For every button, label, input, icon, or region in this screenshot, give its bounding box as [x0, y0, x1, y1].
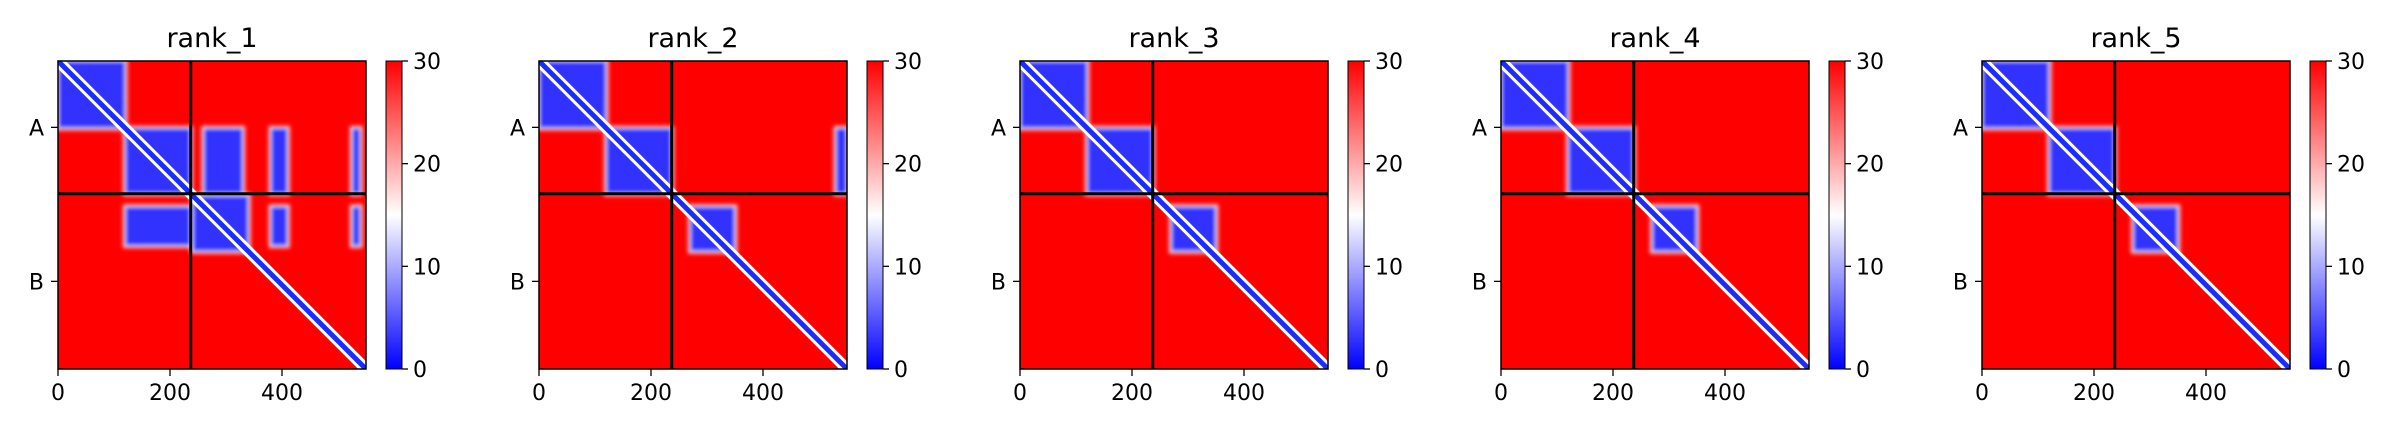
y-tick-label: B [29, 270, 44, 295]
x-tick-label: 0 [51, 381, 65, 406]
colorbar-tick-label: 30 [894, 50, 922, 75]
plot-frame [1981, 60, 2291, 370]
x-tick-label: 400 [261, 381, 303, 406]
colorbar-tick-label: 20 [894, 153, 922, 178]
colorbar [1828, 60, 1846, 370]
colorbar-tick-label: 0 [1375, 358, 1389, 383]
colorbar-tick-label: 30 [413, 50, 441, 75]
y-tick-label: A [510, 116, 525, 141]
panel-title: rank_2 [647, 23, 738, 54]
pae-panel-4: rank_4 0 200 400 A B 0 10 20 30 [1472, 23, 1884, 406]
x-tick-label: 200 [1111, 381, 1153, 406]
plot-frame [1500, 60, 1810, 370]
y-tick-label: A [29, 116, 44, 141]
y-tick-label: A [1472, 116, 1487, 141]
heatmap-block [835, 128, 847, 194]
y-tick-label: B [991, 270, 1006, 295]
panel-title: rank_5 [2090, 23, 2181, 54]
x-tick-label: 200 [2073, 381, 2115, 406]
heatmap-block [125, 206, 191, 246]
heatmap-block [270, 206, 288, 246]
heatmap-block [203, 128, 243, 194]
y-tick-label: A [991, 116, 1006, 141]
plot-frame [57, 60, 367, 370]
x-tick-label: 400 [742, 381, 784, 406]
colorbar-tick-label: 20 [413, 153, 441, 178]
heatmap-matrix [58, 61, 366, 369]
panel-title: rank_3 [1128, 23, 1219, 54]
diagonal-line [1020, 61, 1328, 369]
colorbar-tick-label: 0 [894, 358, 908, 383]
diagonal-line [1982, 61, 2290, 369]
colorbar-tick-label: 10 [1856, 255, 1884, 280]
colorbar [1347, 60, 1365, 370]
pae-panel-1: rank_1 0 200 400 A B 0 10 20 30 [29, 23, 441, 406]
x-tick-label: 0 [532, 381, 546, 406]
x-tick-label: 400 [2185, 381, 2227, 406]
colorbar [385, 60, 403, 370]
colorbar-tick-label: 20 [1856, 153, 1884, 178]
pae-panel-2: rank_2 0 200 400 A B 0 10 20 30 [510, 23, 922, 406]
heatmap-block [352, 128, 361, 194]
colorbar-tick-label: 20 [1375, 153, 1403, 178]
x-tick-label: 0 [1013, 381, 1027, 406]
colorbar-tick-label: 10 [1375, 255, 1403, 280]
plot-frame [538, 60, 848, 370]
y-tick-label: B [1472, 270, 1487, 295]
x-tick-label: 0 [1975, 381, 1989, 406]
colorbar-tick-label: 30 [1856, 50, 1884, 75]
diagonal-line [1501, 61, 1809, 369]
diagonal-line [58, 61, 366, 369]
heatmap-matrix [1982, 61, 2290, 369]
colorbar-tick-label: 0 [1856, 358, 1870, 383]
heatmap-block [270, 128, 288, 194]
plot-frame [1019, 60, 1329, 370]
pae-panel-5: rank_5 0 200 400 A B 0 10 20 30 [1953, 23, 2365, 406]
heatmap-block [352, 206, 361, 246]
x-tick-label: 400 [1704, 381, 1746, 406]
colorbar-tick-label: 10 [413, 255, 441, 280]
x-tick-label: 0 [1494, 381, 1508, 406]
panel-title: rank_4 [1609, 23, 1700, 54]
x-tick-label: 200 [630, 381, 672, 406]
colorbar-tick-label: 30 [2337, 50, 2365, 75]
y-tick-label: A [1953, 116, 1968, 141]
heatmap-matrix [539, 61, 847, 369]
diagonal-line [539, 61, 847, 369]
heatmap-matrix [1020, 61, 1328, 369]
x-tick-label: 400 [1223, 381, 1265, 406]
colorbar-tick-label: 10 [2337, 255, 2365, 280]
x-tick-label: 200 [149, 381, 191, 406]
pae-panel-3: rank_3 0 200 400 A B 0 10 20 30 [991, 23, 1403, 406]
colorbar [866, 60, 884, 370]
colorbar-tick-label: 0 [2337, 358, 2351, 383]
y-tick-label: B [510, 270, 525, 295]
colorbar-tick-label: 30 [1375, 50, 1403, 75]
colorbar-tick-label: 10 [894, 255, 922, 280]
colorbar-tick-label: 20 [2337, 153, 2365, 178]
colorbar [2309, 60, 2327, 370]
panel-title: rank_1 [166, 23, 257, 54]
y-tick-label: B [1953, 270, 1968, 295]
colorbar-tick-label: 0 [413, 358, 427, 383]
heatmap-matrix [1501, 61, 1809, 369]
x-tick-label: 200 [1592, 381, 1634, 406]
